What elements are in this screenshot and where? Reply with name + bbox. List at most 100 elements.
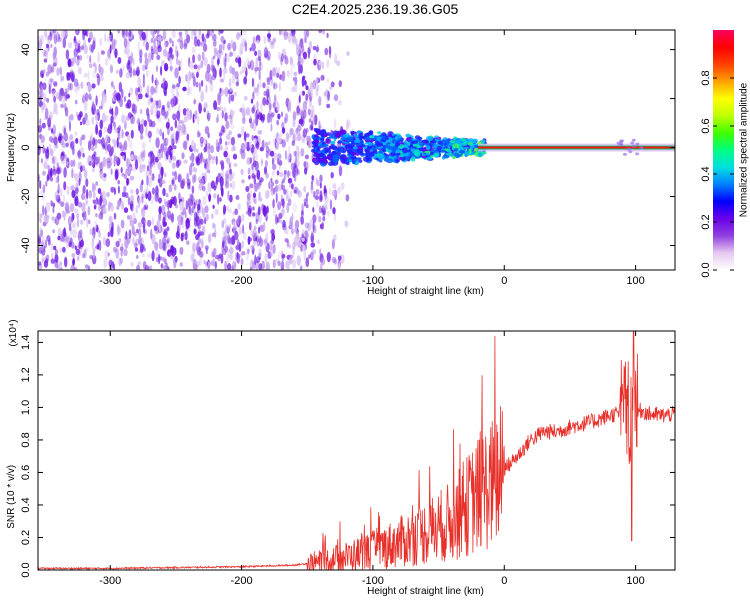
noise-speckle: [292, 118, 296, 128]
noise-speckle: [100, 99, 104, 108]
noise-speckle: [53, 95, 56, 103]
noise-speckle: [297, 149, 300, 161]
noise-speckle: [145, 30, 149, 38]
noise-speckle: [219, 87, 222, 94]
noise-speckle: [44, 160, 47, 167]
noise-speckle: [156, 30, 160, 35]
noise-speckle: [249, 259, 255, 269]
noise-speckle: [116, 69, 119, 74]
noise-speckle: [262, 97, 267, 106]
noise-speckle: [303, 30, 306, 38]
noise-speckle: [272, 187, 276, 195]
y-tick-label: 1.4: [20, 335, 32, 350]
noise-speckle: [304, 222, 309, 229]
noise-speckle: [179, 246, 184, 255]
noise-speckle: [193, 30, 197, 36]
noise-speckle: [256, 169, 261, 180]
noise-speckle: [218, 43, 223, 54]
noise-speckle: [326, 32, 329, 39]
noise-speckle: [249, 266, 253, 270]
noise-speckle: [73, 159, 76, 167]
noise-speckle: [276, 100, 279, 111]
noise-speckle: [252, 212, 256, 217]
noise-speckle: [40, 104, 44, 114]
noise-speckle: [77, 150, 82, 158]
noise-speckle: [193, 64, 198, 70]
noise-speckle: [246, 247, 250, 256]
carrier-blob: [345, 161, 350, 166]
noise-speckle: [139, 123, 144, 135]
x-tick-label: -100: [362, 575, 384, 587]
noise-speckle: [132, 236, 135, 245]
noise-speckle: [135, 205, 139, 214]
noise-speckle: [302, 228, 305, 235]
noise-speckle: [142, 222, 146, 234]
noise-speckle: [219, 78, 225, 83]
noise-speckle: [135, 238, 140, 246]
noise-speckle: [192, 174, 195, 184]
noise-speckle: [208, 194, 211, 201]
noise-speckle: [42, 49, 46, 57]
noise-speckle: [158, 206, 162, 215]
noise-speckle: [221, 187, 224, 197]
noise-speckle: [138, 93, 143, 100]
noise-speckle: [123, 207, 129, 214]
noise-speckle: [95, 213, 98, 218]
noise-speckle: [142, 41, 146, 47]
noise-speckle: [107, 127, 111, 134]
noise-speckle: [92, 233, 95, 241]
noise-speckle: [226, 263, 232, 270]
noise-speckle: [298, 91, 303, 96]
noise-speckle: [253, 137, 257, 145]
noise-speckle: [137, 197, 141, 209]
noise-speckle: [166, 238, 170, 244]
noise-speckle: [152, 31, 155, 39]
noise-speckle: [292, 241, 296, 251]
noise-speckle: [263, 221, 266, 231]
noise-speckle: [192, 54, 196, 64]
noise-speckle: [163, 83, 166, 88]
noise-speckle: [75, 111, 79, 117]
noise-speckle: [53, 90, 56, 97]
noise-speckle: [176, 83, 181, 88]
noise-speckle: [184, 211, 187, 219]
noise-speckle: [47, 164, 50, 171]
noise-speckle: [40, 213, 43, 219]
noise-speckle: [202, 207, 206, 218]
noise-speckle: [52, 124, 57, 135]
noise-speckle: [47, 123, 52, 131]
noise-speckle: [234, 262, 237, 269]
noise-speckle: [277, 183, 282, 191]
noise-speckle: [101, 190, 106, 200]
noise-speckle: [172, 195, 177, 206]
noise-speckle: [182, 86, 187, 92]
noise-speckle: [195, 81, 199, 88]
noise-speckle: [224, 260, 227, 270]
noise-speckle: [215, 139, 219, 148]
noise-speckle: [337, 99, 342, 106]
carrier-blob: [399, 154, 405, 158]
noise-speckle: [200, 231, 204, 236]
noise-speckle: [51, 91, 55, 98]
noise-speckle: [331, 256, 337, 263]
noise-speckle: [114, 48, 118, 59]
noise-speckle: [174, 184, 177, 191]
noise-speckle: [230, 136, 236, 146]
noise-speckle: [305, 203, 309, 209]
noise-speckle: [308, 40, 313, 50]
carrier-blob: [340, 154, 346, 158]
noise-speckle: [76, 83, 80, 91]
noise-speckle: [44, 116, 49, 121]
noise-speckle: [160, 149, 164, 159]
noise-speckle: [121, 30, 126, 39]
noise-speckle: [50, 252, 54, 260]
noise-speckle: [255, 256, 261, 264]
noise-speckle: [163, 221, 168, 227]
noise-speckle: [234, 262, 237, 269]
noise-speckle: [241, 66, 246, 74]
noise-speckle: [229, 247, 234, 255]
noise-speckle: [284, 238, 289, 243]
noise-speckle: [98, 240, 102, 251]
noise-speckle: [98, 213, 102, 219]
noise-speckle: [152, 145, 155, 153]
